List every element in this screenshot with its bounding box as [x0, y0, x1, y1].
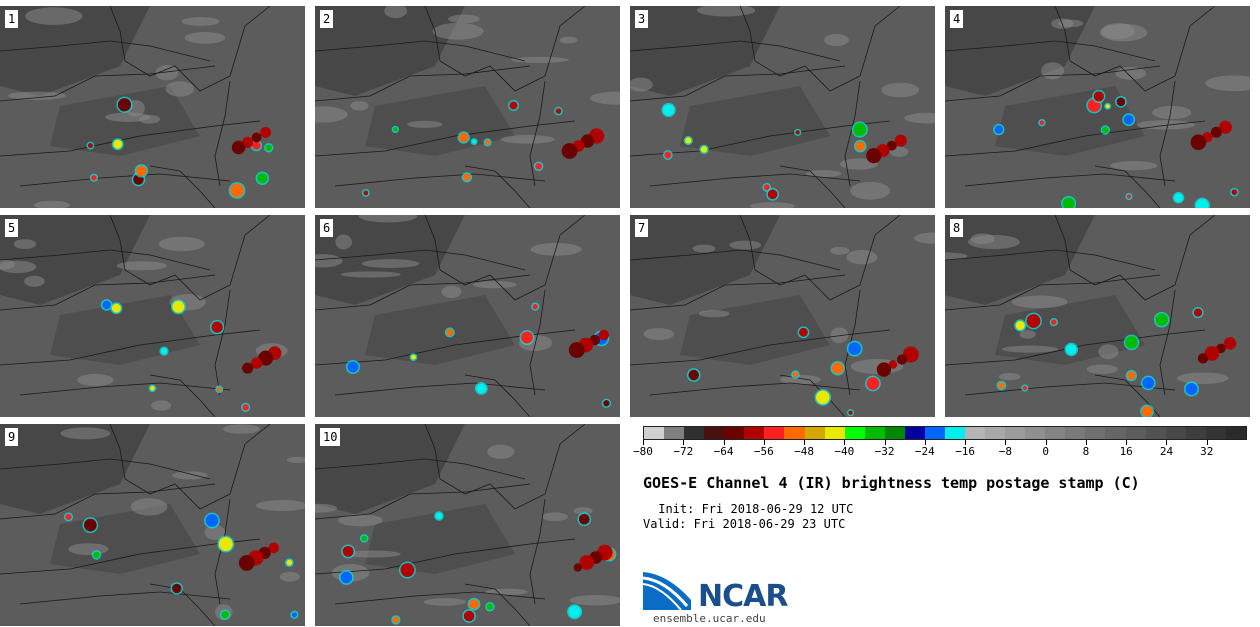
- ensemble-member-panel: 9: [0, 424, 305, 626]
- colorbar-tick-label: −24: [914, 445, 935, 458]
- colorbar-segment: [664, 427, 685, 439]
- init-time: Init: Fri 2018-06-29 12 UTC: [651, 502, 854, 516]
- ensemble-member-panel: 4: [945, 6, 1250, 208]
- colorbar-segment: [1045, 427, 1066, 439]
- colorbar-segment: [864, 427, 885, 439]
- ensemble-member-panel: 6: [315, 215, 620, 417]
- figure-title: GOES-E Channel 4 (IR) brightness temp po…: [643, 474, 1140, 492]
- colorbar-segment: [764, 427, 785, 439]
- ir-satellite-map: [945, 215, 1250, 417]
- colorbar-tick: [643, 440, 644, 445]
- colorbar-segment: [1125, 427, 1146, 439]
- colorbar-tick: [1206, 440, 1208, 445]
- colorbar-segment: [985, 427, 1006, 439]
- colorbar-tick-label: 32: [1200, 445, 1214, 458]
- colorbar-tick-label: −8: [998, 445, 1013, 458]
- member-number: 9: [5, 428, 19, 446]
- colorbar-segment: [1165, 427, 1186, 439]
- colorbar-segment: [1205, 427, 1226, 439]
- ensemble-member-panel: 1: [0, 6, 305, 208]
- member-number: 1: [5, 10, 19, 28]
- ensemble-member-panel: 7: [630, 215, 935, 417]
- ncar-logo-text: NCAR: [698, 579, 788, 614]
- member-number: 8: [950, 219, 964, 237]
- member-number: 5: [5, 219, 19, 237]
- colorbar-segment: [644, 427, 665, 439]
- ncar-logo: [643, 572, 691, 611]
- colorbar-segment: [1025, 427, 1046, 439]
- ensemble-member-panel: 10: [315, 424, 620, 626]
- colorbar-tick: [924, 440, 926, 445]
- colorbar-tick-label: −64: [713, 445, 734, 458]
- colorbar-tick: [723, 440, 725, 445]
- colorbar-tick-label: −16: [955, 445, 976, 458]
- colorbar-segment: [904, 427, 925, 439]
- colorbar-tick: [884, 440, 886, 445]
- colorbar-tick-label: 0: [1042, 445, 1049, 458]
- colorbar-tick-label: −40: [834, 445, 855, 458]
- colorbar-tick-label: 24: [1159, 445, 1174, 458]
- ir-satellite-map: [0, 215, 305, 417]
- colorbar-tick-label: −48: [794, 445, 814, 458]
- temperature-colorbar: [643, 426, 1247, 440]
- colorbar-segment: [844, 427, 865, 439]
- colorbar-tick: [1126, 440, 1128, 445]
- member-number: 2: [320, 10, 334, 28]
- colorbar-tick: [804, 440, 806, 445]
- colorbar-segment: [884, 427, 905, 439]
- colorbar-tick: [1045, 440, 1047, 445]
- colorbar-tick-label: 16: [1119, 445, 1133, 458]
- colorbar-segment: [1145, 427, 1166, 439]
- ir-satellite-map: [0, 424, 305, 626]
- ir-satellite-map: [315, 424, 620, 626]
- colorbar-tick: [844, 440, 846, 445]
- colorbar-tick: [683, 440, 685, 445]
- colorbar-segment: [1065, 427, 1086, 439]
- colorbar-tick: [1166, 440, 1168, 445]
- colorbar-tick-label: 8: [1082, 445, 1090, 458]
- ir-satellite-map: [630, 215, 935, 417]
- member-number: 4: [950, 10, 964, 28]
- colorbar-tick: [1085, 440, 1087, 445]
- colorbar-ticks: −80 −72 −64 −56 −48 −40 −32 −24 −16 −8 0 8 16 24 32: [633, 440, 1247, 464]
- colorbar-segment: [744, 427, 765, 439]
- ir-satellite-map: [0, 6, 305, 208]
- colorbar-segment: [824, 427, 845, 439]
- ensemble-member-panel: 8: [945, 215, 1250, 417]
- colorbar-segment: [684, 427, 705, 439]
- colorbar-segment: [1185, 427, 1206, 439]
- colorbar-segment: [1085, 427, 1106, 439]
- member-number: 3: [635, 10, 649, 28]
- colorbar-segment: [724, 427, 745, 439]
- member-number: 7: [635, 219, 649, 237]
- colorbar-segment: [704, 427, 725, 439]
- ir-satellite-map: [315, 6, 620, 208]
- colorbar-segment: [944, 427, 965, 439]
- colorbar-tick: [763, 440, 765, 445]
- logo-url: ensemble.ucar.edu: [653, 612, 766, 625]
- colorbar-segment: [1225, 427, 1246, 439]
- colorbar-segment: [804, 427, 825, 439]
- colorbar-tick-label: −72: [673, 445, 694, 458]
- colorbar-segment: [965, 427, 986, 439]
- ir-satellite-map: [945, 6, 1250, 208]
- ensemble-member-panel: 5: [0, 215, 305, 417]
- ir-satellite-map: [315, 215, 620, 417]
- colorbar-tick-label: −56: [753, 445, 774, 458]
- member-number: 6: [320, 219, 334, 237]
- ir-satellite-map: [630, 6, 935, 208]
- colorbar-segment: [924, 427, 945, 439]
- colorbar-segment: [1005, 427, 1026, 439]
- member-number: 10: [320, 428, 341, 446]
- ensemble-member-panel: 2: [315, 6, 620, 208]
- colorbar-tick-label: −80: [633, 445, 653, 458]
- colorbar-segment: [1105, 427, 1126, 439]
- valid-time: Valid: Fri 2018-06-29 23 UTC: [643, 517, 846, 531]
- colorbar-tick: [965, 440, 967, 445]
- colorbar-segment: [784, 427, 805, 439]
- colorbar-tick: [1005, 440, 1007, 445]
- colorbar-tick-label: −32: [874, 445, 895, 458]
- ensemble-member-panel: 3: [630, 6, 935, 208]
